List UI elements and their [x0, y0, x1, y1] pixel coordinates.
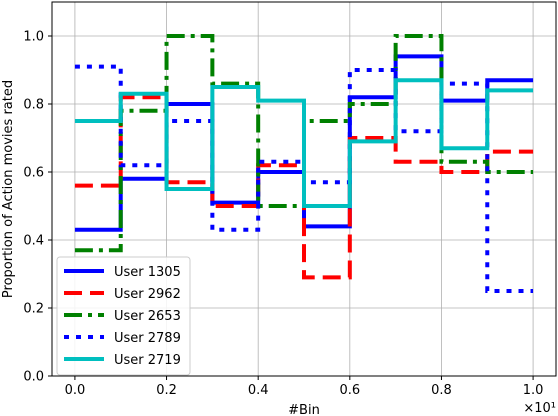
y-tick-label: 0.4: [23, 234, 44, 249]
legend-box: [56, 256, 191, 376]
plot-frame: [51, 1, 557, 377]
x-tick-label: 0.2: [156, 383, 177, 398]
x-tick-label: 0.8: [431, 383, 452, 398]
legend-label: User 1305: [114, 265, 181, 280]
y-tick-label: 0.8: [23, 98, 44, 113]
x-tick-label: 1.0: [523, 383, 544, 398]
x-tick-label: 0.0: [65, 383, 86, 398]
series-lines: [74, 34, 534, 293]
y-axis-label: Proportion of Action movies rated: [1, 80, 16, 298]
legend-label: User 2962: [114, 287, 181, 302]
y-tick-label: 0.0: [23, 370, 44, 385]
axis-ticks: 0.0 0.2 0.4 0.6 0.8 1.0 0.0 0.2 0.4 0.6 0.8 1.0: [23, 30, 543, 399]
legend-label: User 2653: [114, 309, 181, 324]
x-axis-label: #Bin: [288, 403, 320, 416]
x-tick-label: 0.6: [339, 383, 360, 398]
x-tick-label: 0.4: [248, 383, 269, 398]
x-axis-offset-text: ×10¹: [523, 401, 556, 416]
legend-label: User 2789: [114, 331, 181, 346]
legend: User 1305 User 2962 User 2653 User 2789 User…: [56, 256, 191, 376]
y-tick-label: 0.6: [23, 166, 44, 181]
series-line-user-2719: [74, 78, 534, 208]
legend-label: User 2719: [114, 353, 181, 368]
y-tick-label: 1.0: [23, 30, 44, 45]
y-tick-label: 0.2: [23, 302, 44, 317]
